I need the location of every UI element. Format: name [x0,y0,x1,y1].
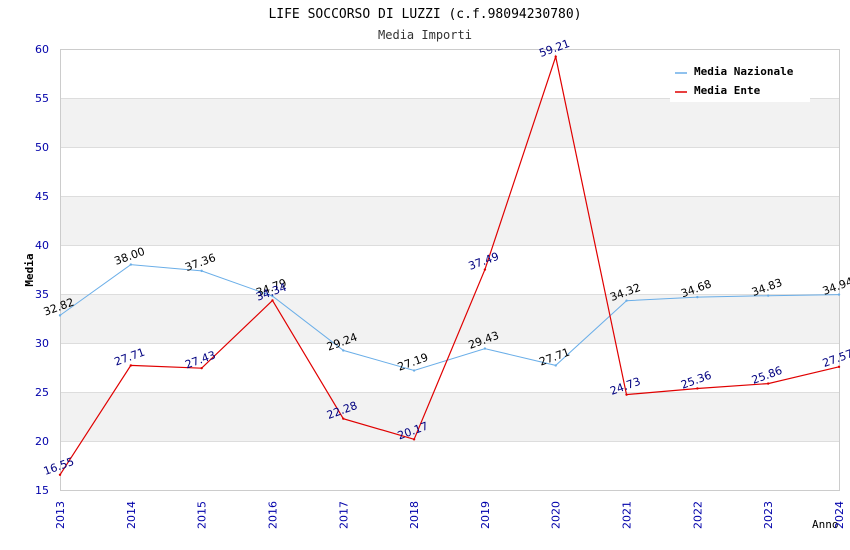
data-point [483,268,487,271]
y-tick-label: 20 [35,435,49,448]
x-tick-label: 2021 [621,501,634,529]
x-tick-label: 2018 [408,501,421,529]
data-point [200,366,203,370]
data-label: 59.21 [537,37,571,60]
x-tick-label: 2024 [833,501,846,529]
data-point [129,364,133,367]
data-label: 16.55 [42,455,76,478]
y-tick-label: 45 [35,190,49,203]
x-tick-label: 2017 [337,501,350,529]
legend-label-media-ente: Media Ente [694,84,761,97]
data-point [342,349,345,352]
data-label: 27.71 [113,346,147,369]
data-point [129,263,133,266]
data-label: 27.57 [821,347,850,370]
y-tick-label: 15 [35,484,49,497]
y-tick-label: 60 [35,43,49,56]
legend: Media Nazionale Media Ente [670,60,810,102]
chart-subtitle: Media Importi [378,28,472,42]
y-axis-ticks: 15 20 25 30 35 40 45 50 55 60 [35,43,49,497]
data-point [625,393,628,396]
data-point [271,294,274,298]
grid-band [60,196,839,245]
data-point [412,369,416,372]
y-tick-label: 40 [35,239,49,252]
y-tick-label: 25 [35,386,49,399]
x-axis-ticks: 2013 2014 2015 2016 2017 2018 2019 2020 2021 2022… [54,501,846,529]
data-point [696,295,699,299]
data-point [58,314,62,317]
data-point [271,299,274,302]
series-line-media-nazionale [59,264,840,372]
y-axis-label: Media [23,253,36,286]
legend-label-media-nazionale: Media Nazionale [694,65,794,78]
x-tick-label: 2019 [479,501,492,529]
y-tick-label: 35 [35,288,49,301]
data-label: 38.00 [113,245,147,268]
data-point [554,55,557,58]
y-tick-label: 50 [35,141,49,154]
data-point [342,417,345,420]
x-tick-label: 2023 [762,501,775,529]
data-point [412,438,416,441]
legend-box [670,60,810,102]
x-tick-label: 2016 [266,501,279,529]
data-point [766,294,770,297]
data-point [837,293,841,296]
grid-band [60,392,839,441]
series-line-media-ente [59,54,840,476]
x-axis-label: Anno [812,518,839,531]
y-tick-label: 55 [35,92,49,105]
grid-band [60,98,839,147]
plot-frame [60,49,840,491]
data-point [766,382,770,385]
x-tick-label: 2013 [54,501,67,529]
grid-bands [60,98,839,441]
series-lines [58,54,841,477]
data-point [625,299,628,302]
x-tick-label: 2022 [691,501,704,529]
data-point [696,387,699,390]
x-tick-label: 2014 [125,501,138,529]
data-label: 37.49 [467,250,501,273]
y-tick-label: 30 [35,337,49,350]
grid-band [60,294,839,343]
chart-title: LIFE SOCCORSO DI LUZZI (c.f.98094230780) [268,7,581,22]
data-point [483,347,487,350]
x-tick-label: 2015 [196,501,209,529]
x-tick-label: 2020 [550,501,563,529]
data-point [554,364,557,367]
data-point [58,473,62,477]
data-point [837,365,841,369]
data-point [200,269,203,273]
